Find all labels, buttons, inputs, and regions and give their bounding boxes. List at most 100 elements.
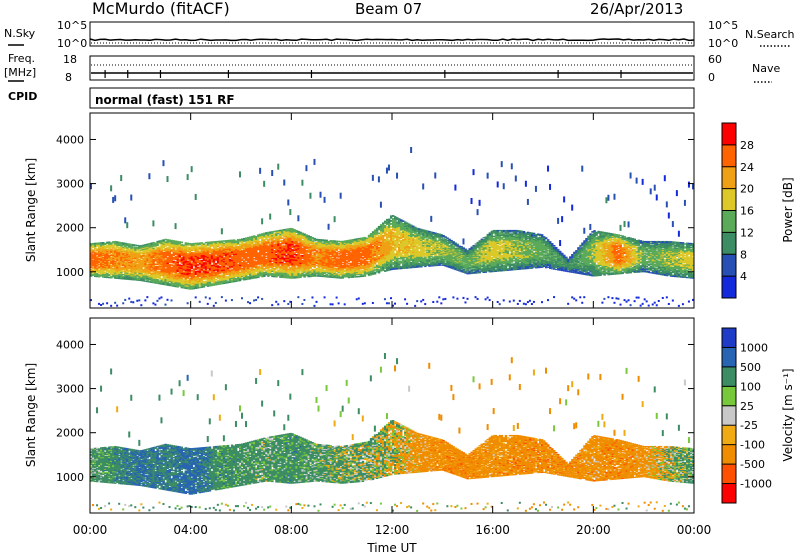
echo-cell [92,261,95,263]
echo-cell [140,278,143,281]
echo-cell [180,272,184,275]
echo-cell [142,250,145,253]
echo-cell [138,275,141,278]
echo-cell [112,272,115,274]
echo-cell [118,248,121,251]
echo-cell [224,248,228,251]
scatter-echo [263,180,266,187]
echo-cell [110,266,113,269]
echo-cell [200,278,204,281]
echo-cell [134,253,137,255]
echo-cell [162,259,165,262]
echo-cell [134,273,137,275]
echo-cell [90,250,93,252]
echo-cell [182,263,186,266]
echo-cell [218,275,222,278]
echo-cell [204,270,208,273]
echo-cell [214,240,218,243]
echo-cell [100,259,103,262]
mode-label: normal (fast) 151 RF [95,93,235,107]
echo-cell [108,276,111,279]
echo-cell [216,257,220,260]
echo-cell [104,264,107,267]
echo-cell [172,273,175,276]
echo-cell [142,264,145,267]
echo-cell [136,268,139,270]
echo-cell [218,253,222,256]
echo-cell [178,256,181,259]
echo-cell [104,259,107,262]
echo-cell [106,254,109,257]
echo-cell [194,278,198,281]
echo-cell [152,245,155,247]
echo-cell [108,255,111,258]
echo-cell [186,279,190,282]
echo-cell [118,276,121,279]
echo-cell [222,270,226,272]
echo-cell [90,243,93,246]
echo-cell [202,267,206,269]
echo-cell [158,260,161,263]
echo-cell [206,282,210,285]
echo-cell [124,260,127,262]
echo-cell [196,257,200,260]
echo-cell [156,242,159,244]
echo-cell [168,258,171,261]
echo-cell [162,258,165,260]
echo-cell [198,247,202,250]
echo-cell [218,274,222,277]
echo-cell [164,279,167,282]
echo-cell [180,253,184,255]
echo-cell [212,282,216,285]
echo-cell [202,255,206,258]
near-range-echo [315,300,318,303]
echo-cell [100,268,103,270]
echo-cell [192,262,196,264]
echo-cell [182,261,186,263]
echo-cell [120,249,123,251]
echo-cell [174,266,177,268]
echo-cell [222,264,226,266]
echo-cell [220,261,224,263]
echo-cell [96,249,99,251]
echo-cell [208,257,212,260]
echo-cell [210,253,214,256]
near-range-echo [357,297,360,300]
echo-cell [148,246,151,248]
echo-cell [138,269,141,272]
echo-cell [94,259,97,262]
echo-cell [160,247,163,249]
echo-cell [190,285,194,288]
echo-cell [210,256,214,258]
echo-cell [188,268,192,271]
echo-cell [226,280,230,283]
echo-cell [220,269,224,272]
echo-cell [218,244,222,246]
echo-cell [158,276,161,279]
echo-cell [130,259,133,262]
echo-cell [210,254,214,257]
echo-cell [160,264,163,267]
echo-cell [188,277,192,280]
echo-cell [204,281,208,284]
echo-cell [132,252,135,254]
echo-cell [216,265,220,267]
echo-cell [144,252,147,254]
echo-cell [130,267,133,270]
near-range-echo [206,302,209,305]
echo-cell [216,273,220,276]
near-range-echo [106,302,109,305]
echo-cell [134,251,137,253]
echo-cell [214,278,218,281]
echo-cell [204,264,208,266]
echo-cell [194,268,198,270]
echo-cell [202,247,206,249]
echo-cell [146,269,149,271]
echo-cell [148,276,151,279]
echo-cell [128,262,131,264]
echo-cell [148,274,151,277]
echo-cell [110,276,113,278]
echo-cell [164,278,167,281]
echo-cell [200,285,204,287]
echo-cell [162,279,165,282]
